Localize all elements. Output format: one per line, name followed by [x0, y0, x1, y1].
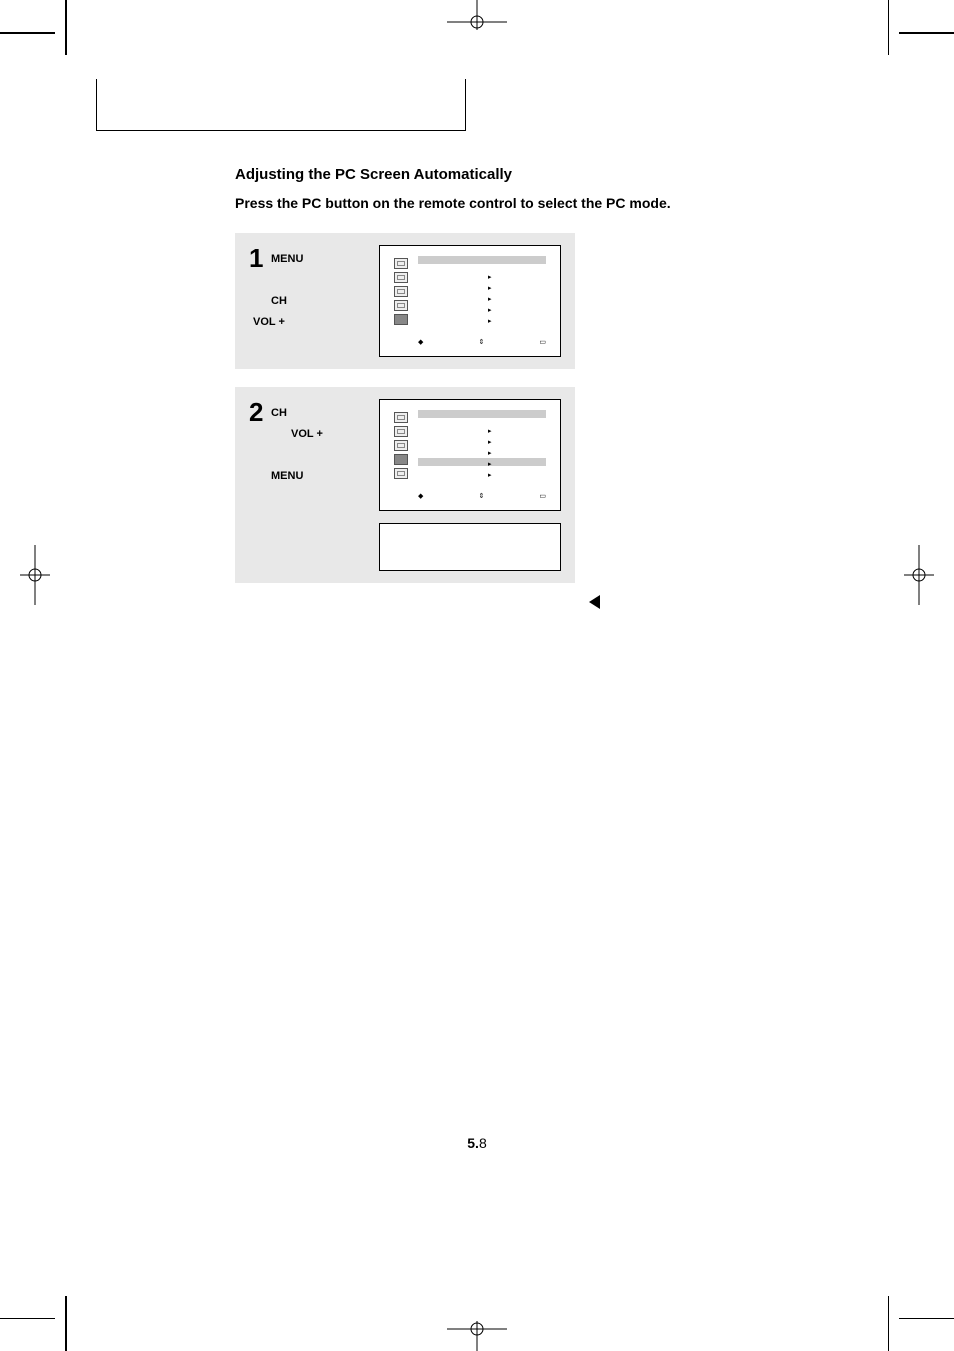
osd-arrow-list: ▸ ▸ ▸ ▸ ▸ — [488, 272, 492, 327]
crop-mark — [899, 32, 954, 34]
osd-nav-hints: ◆⇕▭ — [418, 338, 546, 346]
crop-mark — [888, 0, 890, 55]
osd-screenshot: ▸ ▸ ▸ ▸ ▸ ◆⇕▭ — [379, 399, 561, 511]
step-instructions: MENU CH VOL + — [271, 245, 379, 333]
header-rule-box — [96, 79, 466, 131]
osd-auto-adjust-box — [379, 523, 561, 571]
osd-icon-column — [394, 258, 410, 328]
crop-mark — [65, 1296, 67, 1351]
registration-mark-icon — [447, 1321, 507, 1351]
page-number: 5.8 — [0, 1135, 954, 1151]
crop-mark — [899, 1318, 954, 1320]
osd-icon-column — [394, 412, 410, 482]
crop-mark — [65, 0, 67, 55]
osd-nav-hints: ◆⇕▭ — [418, 492, 546, 500]
osd-title-bar — [418, 410, 546, 418]
registration-mark-icon — [5, 560, 65, 590]
section-subtitle: Press the PC button on the remote contro… — [235, 195, 795, 211]
osd-arrow-list: ▸ ▸ ▸ ▸ ▸ — [488, 426, 492, 481]
step-number: 1 — [249, 245, 271, 271]
pointer-left-icon — [589, 595, 600, 609]
osd-screenshot: ▸ ▸ ▸ ▸ ▸ ◆⇕▭ — [379, 245, 561, 357]
step-instructions: CH VOL + MENU — [271, 399, 379, 487]
crop-mark — [888, 1296, 890, 1351]
step-number: 2 — [249, 399, 271, 425]
crop-mark — [0, 32, 55, 34]
step-block: 2 CH VOL + MENU — [235, 387, 575, 583]
step-block: 1 MENU CH VOL + — [235, 233, 575, 369]
osd-selected-bar — [418, 458, 546, 466]
registration-mark-icon — [447, 0, 507, 30]
section-title: Adjusting the PC Screen Automatically — [235, 166, 795, 183]
osd-title-bar — [418, 256, 546, 264]
crop-mark — [0, 1318, 55, 1320]
registration-mark-icon — [889, 560, 949, 590]
